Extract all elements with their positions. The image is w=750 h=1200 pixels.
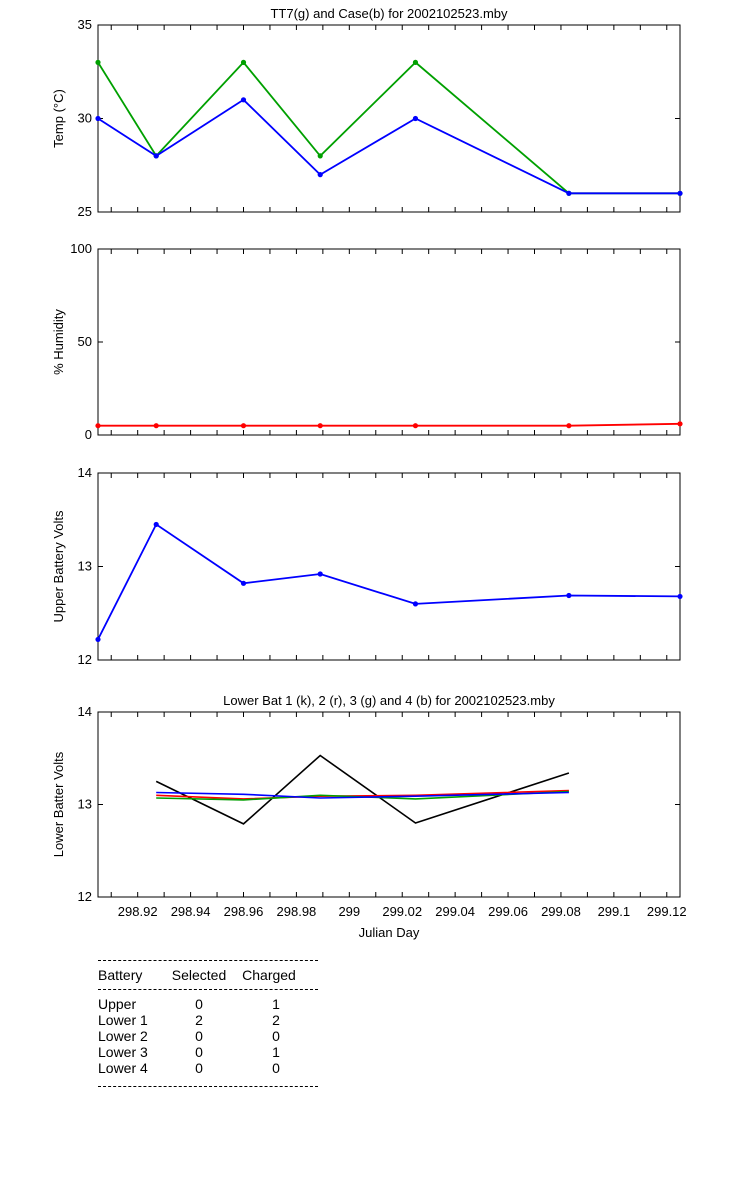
y-tick-label: 30: [78, 111, 92, 126]
data-point: [95, 115, 101, 122]
y-tick-label: 50: [78, 334, 92, 349]
y-tick-label: 25: [78, 204, 92, 219]
x-tick-label: 298.96: [224, 904, 264, 919]
x-tick-label: 298.94: [171, 904, 211, 919]
table-row: Lower 4 0 0: [98, 1060, 318, 1076]
x-tick-label: 299.06: [488, 904, 528, 919]
y-axis-label: Temp (°C): [51, 89, 66, 148]
data-point: [240, 97, 247, 103]
data-point: [95, 423, 101, 429]
data-point: [412, 423, 419, 429]
data-point: [240, 580, 247, 586]
x-tick-label: 298.98: [277, 904, 317, 919]
cell-selected: 0: [195, 1028, 203, 1044]
series-line: [98, 422, 681, 427]
x-tick-label: 299.12: [647, 904, 687, 919]
data-point: [677, 421, 683, 427]
table-row: Lower 2 0 0: [98, 1028, 318, 1044]
header-charged: Charged: [242, 967, 296, 983]
y-axis-label: Upper Battery Volts: [51, 510, 66, 622]
data-point: [153, 423, 159, 429]
table-rule: [98, 989, 318, 990]
x-tick-label: 299.04: [435, 904, 475, 919]
y-axis-label: % Humidity: [51, 309, 66, 375]
chart-title: Lower Bat 1 (k), 2 (r), 3 (g) and 4 (b) …: [223, 693, 555, 708]
cell-charged: 1: [272, 996, 280, 1012]
data-point: [566, 592, 572, 599]
table-rule: [98, 1086, 318, 1087]
table-rule: [98, 960, 318, 961]
data-point: [95, 59, 101, 65]
data-point: [566, 423, 572, 429]
x-tick-label: 299.1: [598, 904, 631, 919]
cell-selected: 0: [195, 996, 203, 1012]
data-point: [677, 190, 683, 196]
data-point: [412, 59, 419, 65]
cell-battery: Lower 2: [98, 1028, 148, 1044]
plot-frame: [97, 24, 681, 213]
y-tick-label: 12: [78, 652, 92, 667]
data-point: [95, 636, 101, 643]
table-row: Upper 0 1: [98, 996, 318, 1012]
cell-charged: 0: [272, 1060, 280, 1076]
data-point: [240, 423, 247, 429]
cell-battery: Lower 3: [98, 1044, 148, 1060]
series-line: [97, 523, 681, 640]
chart-title: TT7(g) and Case(b) for 2002102523.mby: [270, 6, 508, 21]
header-selected: Selected: [171, 967, 227, 983]
series-line: [97, 98, 680, 195]
y-tick-label: 13: [78, 559, 92, 574]
data-point: [153, 521, 159, 528]
x-tick-label: 298.92: [118, 904, 158, 919]
x-tick-label: 299: [338, 904, 360, 919]
cell-charged: 2: [272, 1012, 280, 1028]
x-axis-label: Julian Day: [359, 925, 420, 940]
plot-frame: [97, 248, 681, 436]
y-tick-label: 100: [70, 241, 92, 256]
data-point: [317, 423, 323, 429]
y-tick-label: 14: [78, 465, 92, 480]
series-line: [97, 61, 680, 195]
x-tick-label: 299.08: [541, 904, 581, 919]
header-battery: Battery: [98, 967, 143, 983]
cell-charged: 1: [272, 1044, 280, 1060]
data-point: [317, 172, 323, 178]
data-point: [412, 601, 419, 607]
y-tick-label: 35: [78, 17, 92, 32]
x-tick-label: 299.02: [382, 904, 422, 919]
series-line: [156, 789, 569, 800]
series-line: [156, 791, 569, 799]
y-tick-label: 14: [78, 704, 92, 719]
data-point: [412, 115, 419, 122]
table-row: Lower 3 0 1: [98, 1044, 318, 1060]
table-row: Lower 1 2 2: [98, 1012, 318, 1028]
y-tick-label: 0: [85, 427, 92, 442]
data-point: [153, 153, 159, 159]
data-point: [317, 153, 323, 159]
data-point: [566, 190, 572, 196]
cell-battery: Lower 1: [98, 1012, 148, 1028]
y-tick-label: 12: [78, 889, 92, 904]
y-axis-label: Lower Batter Volts: [51, 751, 66, 857]
cell-selected: 2: [195, 1012, 203, 1028]
cell-charged: 0: [272, 1028, 280, 1044]
table-header-row: Battery Selected Charged: [98, 961, 318, 989]
data-point: [317, 571, 323, 577]
data-point: [240, 59, 247, 65]
data-point: [677, 593, 683, 600]
battery-table: Battery Selected Charged Upper 0 1 Lower…: [98, 960, 318, 1087]
series-line: [155, 754, 570, 825]
cell-selected: 0: [195, 1060, 203, 1076]
cell-battery: Upper: [98, 996, 137, 1012]
plot-frame: [97, 472, 681, 661]
cell-battery: Lower 4: [98, 1060, 148, 1076]
series-line: [156, 790, 569, 801]
y-tick-label: 13: [78, 797, 92, 812]
cell-selected: 0: [195, 1044, 203, 1060]
